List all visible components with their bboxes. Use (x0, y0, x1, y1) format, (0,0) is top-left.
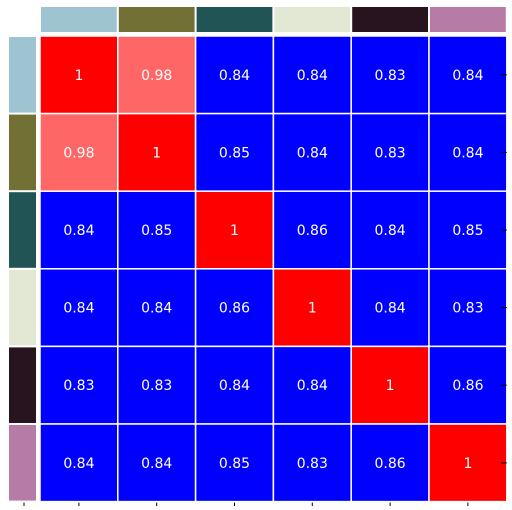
cell-value-label: 0.84 (219, 68, 250, 84)
cell-value-label: 1 (386, 378, 395, 394)
heatmap-cell (350, 268, 430, 348)
row-color-swatch (9, 347, 36, 423)
heatmap-cell (350, 190, 430, 270)
cell-value-label: 0.84 (63, 456, 94, 472)
cell-value-label: 0.84 (141, 301, 172, 317)
cell-value-label: 0.86 (452, 378, 483, 394)
column-color-swatch (352, 7, 428, 32)
cell-value-label: 0.85 (219, 145, 250, 161)
column-color-swatch (118, 7, 195, 32)
cell-value-label: 0.98 (63, 145, 94, 161)
cell-value-label: 0.84 (63, 301, 94, 317)
cell-value-label: 0.83 (375, 68, 406, 84)
cell-value-label: 1 (230, 223, 239, 239)
column-color-swatch (196, 7, 273, 32)
heatmap-cell (272, 112, 352, 192)
cell-value-label: 1 (308, 301, 317, 317)
cell-value-label: 0.98 (141, 68, 172, 84)
heatmap-cell (350, 423, 430, 503)
heatmap-cell (39, 423, 119, 503)
cell-value-label: 0.83 (63, 378, 94, 394)
heatmap-cell (194, 35, 275, 115)
heatmap-cell (117, 35, 197, 115)
heatmap-cell (39, 35, 119, 115)
heatmap-cell (39, 345, 119, 425)
column-color-swatch (430, 7, 506, 32)
heatmap-cell (428, 423, 508, 503)
cell-value-label: 0.84 (375, 223, 406, 239)
cell-value-label: 0.84 (141, 456, 172, 472)
heatmap-cell (428, 112, 508, 192)
cell-value-label: 0.85 (141, 223, 172, 239)
heatmap-cell (117, 190, 197, 270)
heatmap-cell (272, 345, 352, 425)
heatmap-cell (428, 190, 508, 270)
cell-value-label: 0.86 (219, 301, 250, 317)
cell-value-label: 0.84 (297, 68, 328, 84)
cell-value-label: 1 (152, 145, 161, 161)
cell-value-label: 0.86 (375, 456, 406, 472)
cell-value-label: 0.86 (297, 223, 328, 239)
cell-value-label: 0.83 (452, 301, 483, 317)
heatmap-cell (428, 35, 508, 115)
cell-value-label: 0.84 (452, 68, 483, 84)
cell-value-label: 0.84 (63, 223, 94, 239)
heatmap-cell (350, 345, 430, 425)
cell-value-label: 0.83 (141, 378, 172, 394)
cell-value-label: 0.83 (375, 145, 406, 161)
cell-value-label: 1 (74, 68, 83, 84)
heatmap-cell (39, 268, 119, 348)
cell-value-label: 0.85 (219, 456, 250, 472)
cell-value-label: 0.84 (219, 378, 250, 394)
row-color-swatch (9, 114, 36, 191)
cell-value-label: 0.84 (297, 378, 328, 394)
cell-value-label: 0.84 (375, 301, 406, 317)
column-color-swatch (274, 7, 351, 32)
heatmap-cell (117, 112, 197, 192)
row-color-swatch (9, 269, 36, 346)
heatmap-cell (272, 268, 352, 348)
heatmap-cell (117, 268, 197, 348)
column-color-swatch (41, 7, 117, 32)
cell-value-label: 0.84 (452, 145, 483, 161)
row-color-swatch (9, 425, 36, 501)
cell-value-label: 0.84 (297, 145, 328, 161)
heatmap-cell (272, 190, 352, 270)
heatmap-cell (194, 268, 275, 348)
cell-value-label: 0.85 (452, 223, 483, 239)
row-color-swatch (9, 192, 36, 268)
cell-value-label: 1 (463, 456, 472, 472)
heatmap-cell (194, 345, 275, 425)
row-color-swatch (9, 37, 36, 113)
heatmap-cell (272, 423, 352, 503)
cell-value-label: 0.83 (297, 456, 328, 472)
